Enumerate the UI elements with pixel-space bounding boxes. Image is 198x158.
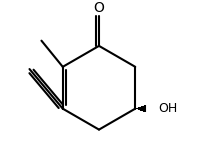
Text: OH: OH xyxy=(158,102,177,115)
Text: O: O xyxy=(94,1,104,15)
